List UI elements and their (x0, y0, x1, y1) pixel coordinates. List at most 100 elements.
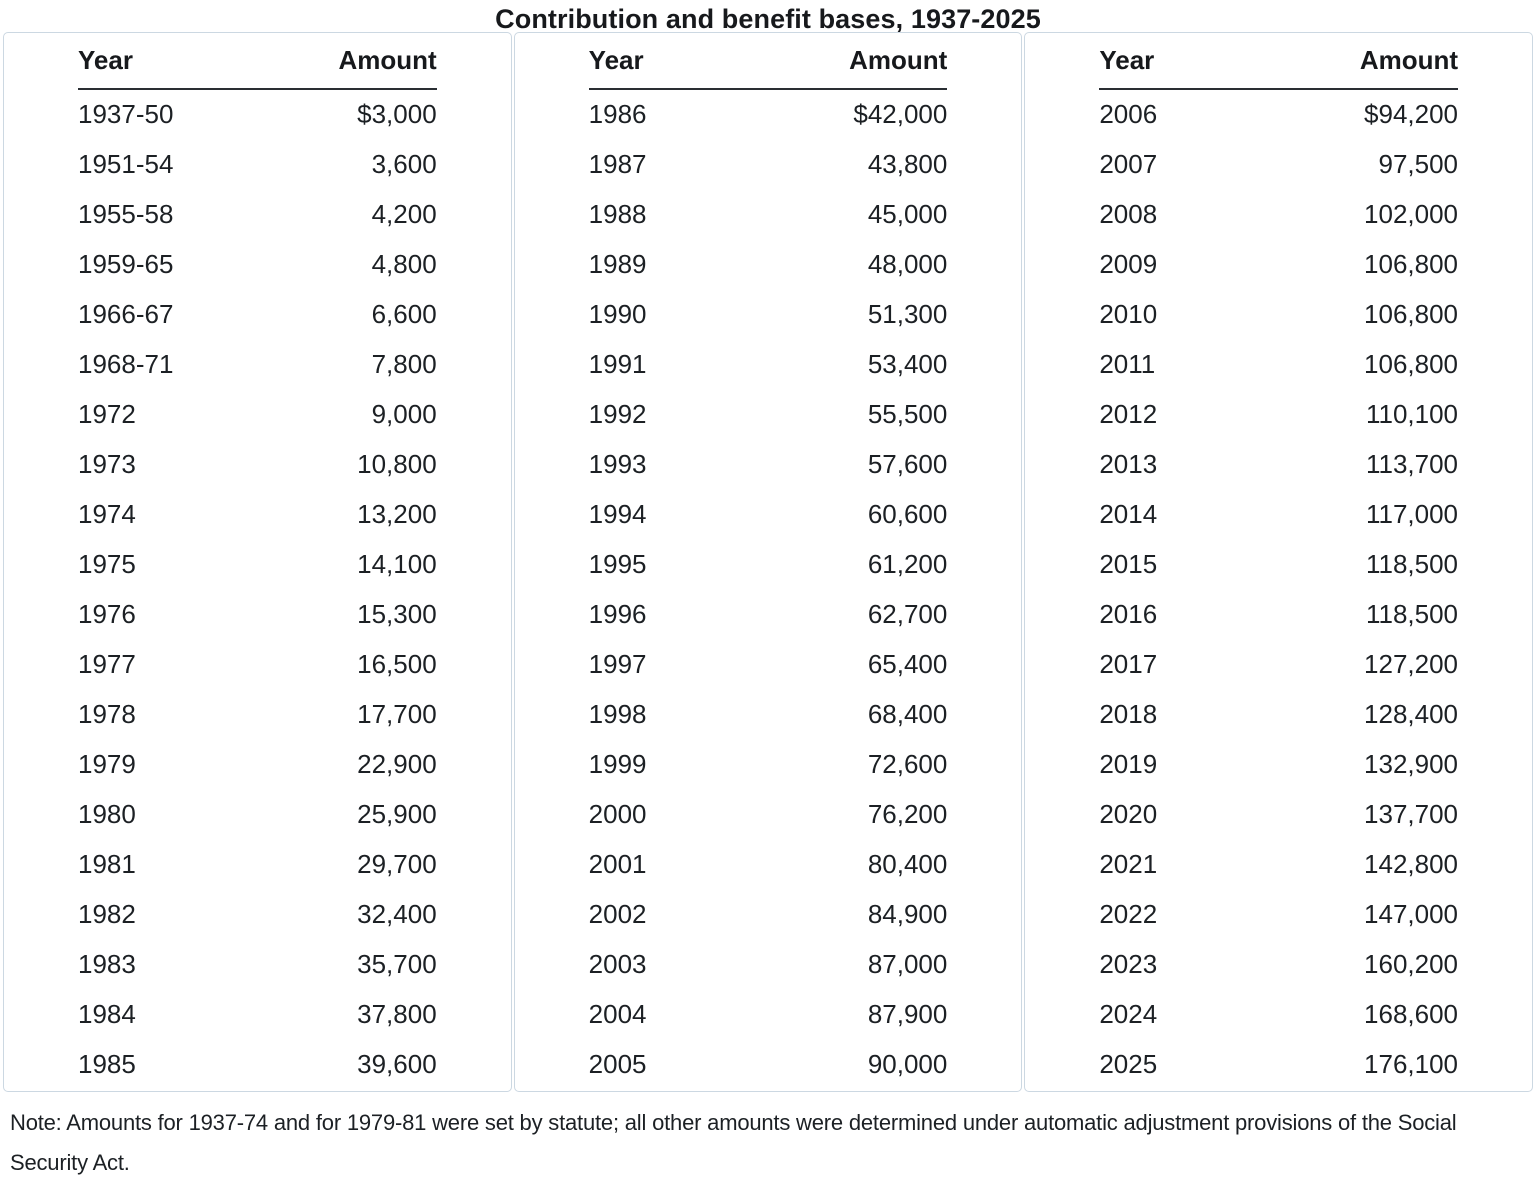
table-row: 2008 102,000 (1099, 189, 1458, 239)
table-row: 2006 $94,200 (1099, 89, 1458, 139)
table-panel-3: Year Amount 2006 $94,200 2007 97,500 2008 102… (1024, 32, 1534, 1092)
table-row: 1937-50 $3,000 (78, 89, 437, 139)
year-cell: 2006 (1099, 99, 1158, 129)
year-cell: 2021 (1099, 848, 1158, 879)
year-cell: 1976 (78, 598, 136, 629)
year-cell: 1968-71 (78, 348, 174, 379)
table-row: 1978 17,700 (78, 689, 437, 739)
year-cell: 1983 (78, 948, 136, 979)
header-row: Year Amount (588, 33, 948, 90)
table-row: 1980 25,900 (78, 789, 437, 839)
year-cell: 1998 (588, 698, 647, 729)
amount-cell: 90,000 (867, 1048, 948, 1079)
amount-cell: 65,400 (867, 648, 948, 679)
amount-cell: 29,700 (357, 848, 437, 879)
table-row: 1986 $42,000 (589, 89, 948, 139)
table-row: 1991 53,400 (589, 339, 948, 389)
table-row: 1975 14,100 (78, 539, 437, 589)
table-row: 2009 106,800 (1099, 239, 1458, 289)
amount-cell: 168,600 (1364, 998, 1459, 1029)
amount-column-header: Amount (257, 33, 437, 90)
amount-cell: 62,700 (867, 598, 948, 629)
table-row: 1982 32,400 (78, 889, 437, 939)
year-cell: 1985 (78, 1048, 136, 1079)
table-head: Year Amount (588, 33, 948, 90)
amount-cell: 17,700 (357, 698, 437, 729)
table-row: 2005 90,000 (589, 1039, 948, 1089)
data-table-3: Year Amount 2006 $94,200 2007 97,500 2008 102… (1099, 33, 1459, 1089)
table-row: 2010 106,800 (1099, 289, 1458, 339)
year-cell: 2012 (1099, 398, 1158, 429)
amount-cell: 60,600 (867, 498, 948, 529)
table-row: 2021 142,800 (1099, 839, 1458, 889)
table-row: 2019 132,900 (1099, 739, 1458, 789)
year-cell: 2000 (588, 798, 647, 829)
year-cell: 1979 (78, 748, 136, 779)
amount-cell: 9,000 (371, 398, 437, 429)
year-cell: 1990 (588, 298, 647, 329)
amount-cell: 84,900 (867, 898, 948, 929)
year-cell: 2004 (588, 998, 647, 1029)
table-panel-1: Year Amount 1937-50 $3,000 1951-54 3,600 195… (3, 32, 512, 1092)
table-row: 1988 45,000 (589, 189, 948, 239)
table-row: 1984 37,800 (78, 989, 437, 1039)
year-cell: 2005 (588, 1048, 647, 1079)
amount-cell: 68,400 (867, 698, 948, 729)
year-cell: 1995 (588, 548, 647, 579)
table-row: 2024 168,600 (1099, 989, 1458, 1039)
amount-cell: $42,000 (853, 99, 948, 129)
table-row: 2011 106,800 (1099, 339, 1458, 389)
table-row: 2000 76,200 (589, 789, 948, 839)
year-cell: 2019 (1099, 748, 1158, 779)
year-cell: 1937-50 (78, 99, 174, 129)
year-cell: 2009 (1099, 248, 1158, 279)
year-cell: 1975 (78, 548, 136, 579)
amount-cell: 142,800 (1364, 848, 1459, 879)
year-cell: 1972 (78, 398, 136, 429)
table-row: 1972 9,000 (78, 389, 437, 439)
year-cell: 1987 (588, 148, 647, 179)
amount-cell: 25,900 (357, 798, 437, 829)
amount-cell: 80,400 (867, 848, 948, 879)
year-cell: 1982 (78, 898, 136, 929)
table-row: 1985 39,600 (78, 1039, 437, 1089)
year-cell: 1981 (78, 848, 136, 879)
year-cell: 1984 (78, 998, 136, 1029)
panels-row: Year Amount 1937-50 $3,000 1951-54 3,600 195… (3, 32, 1534, 1092)
page-title: Contribution and benefit bases, 1937-202… (495, 4, 1041, 34)
table-row: 2004 87,900 (589, 989, 948, 1039)
amount-cell: 4,200 (371, 198, 437, 229)
amount-cell: 176,100 (1364, 1048, 1459, 1079)
amount-cell: 106,800 (1364, 248, 1459, 279)
amount-cell: 87,900 (867, 998, 948, 1029)
table-row: 1966-67 6,600 (78, 289, 437, 339)
year-cell: 1974 (78, 498, 136, 529)
amount-cell: 43,800 (867, 148, 948, 179)
table-row: 1973 10,800 (78, 439, 437, 489)
table-row: 1951-54 3,600 (78, 139, 437, 189)
table-row: 2003 87,000 (589, 939, 948, 989)
amount-cell: 160,200 (1364, 948, 1459, 979)
year-cell: 1977 (78, 648, 136, 679)
amount-cell: 39,600 (357, 1048, 437, 1079)
amount-cell: 137,700 (1364, 798, 1459, 829)
year-cell: 1980 (78, 798, 136, 829)
year-cell: 1997 (588, 648, 647, 679)
table-row: 2012 110,100 (1099, 389, 1458, 439)
table-row: 1976 15,300 (78, 589, 437, 639)
table-row: 2007 97,500 (1099, 139, 1458, 189)
year-cell: 1973 (78, 448, 136, 479)
amount-cell: 48,000 (867, 248, 948, 279)
table-row: 1993 57,600 (589, 439, 948, 489)
table-body: 2006 $94,200 2007 97,500 2008 102,000 2009 106,… (1099, 89, 1458, 1089)
year-column-header: Year (588, 33, 768, 90)
table-row: 1987 43,800 (589, 139, 948, 189)
amount-cell: 55,500 (867, 398, 948, 429)
table-row: 2022 147,000 (1099, 889, 1458, 939)
data-table-2: Year Amount 1986 $42,000 1987 43,800 1988 45,… (588, 33, 948, 1089)
amount-cell: 53,400 (867, 348, 948, 379)
year-cell: 1996 (588, 598, 647, 629)
amount-cell: 37,800 (357, 998, 437, 1029)
table-row: 1997 65,400 (589, 639, 948, 689)
year-cell: 2015 (1099, 548, 1158, 579)
